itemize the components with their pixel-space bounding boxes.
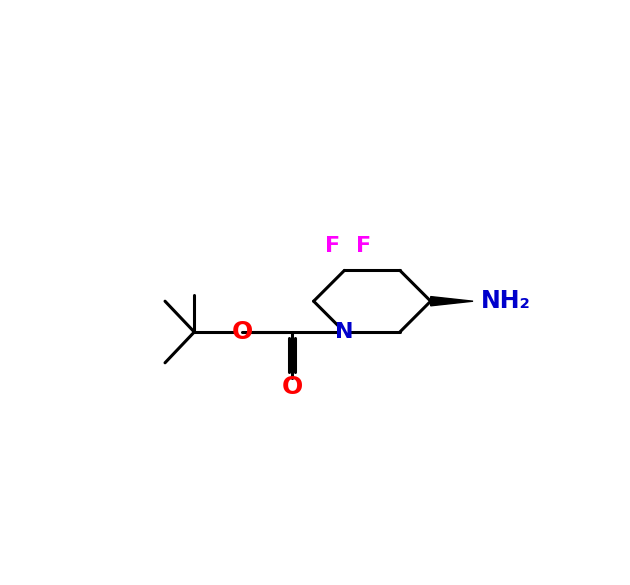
Text: F: F [356, 236, 371, 256]
Text: O: O [231, 320, 253, 344]
Text: NH₂: NH₂ [481, 289, 530, 313]
Polygon shape [431, 297, 473, 306]
Text: N: N [335, 322, 353, 342]
Text: O: O [282, 376, 302, 400]
Text: F: F [325, 236, 340, 256]
